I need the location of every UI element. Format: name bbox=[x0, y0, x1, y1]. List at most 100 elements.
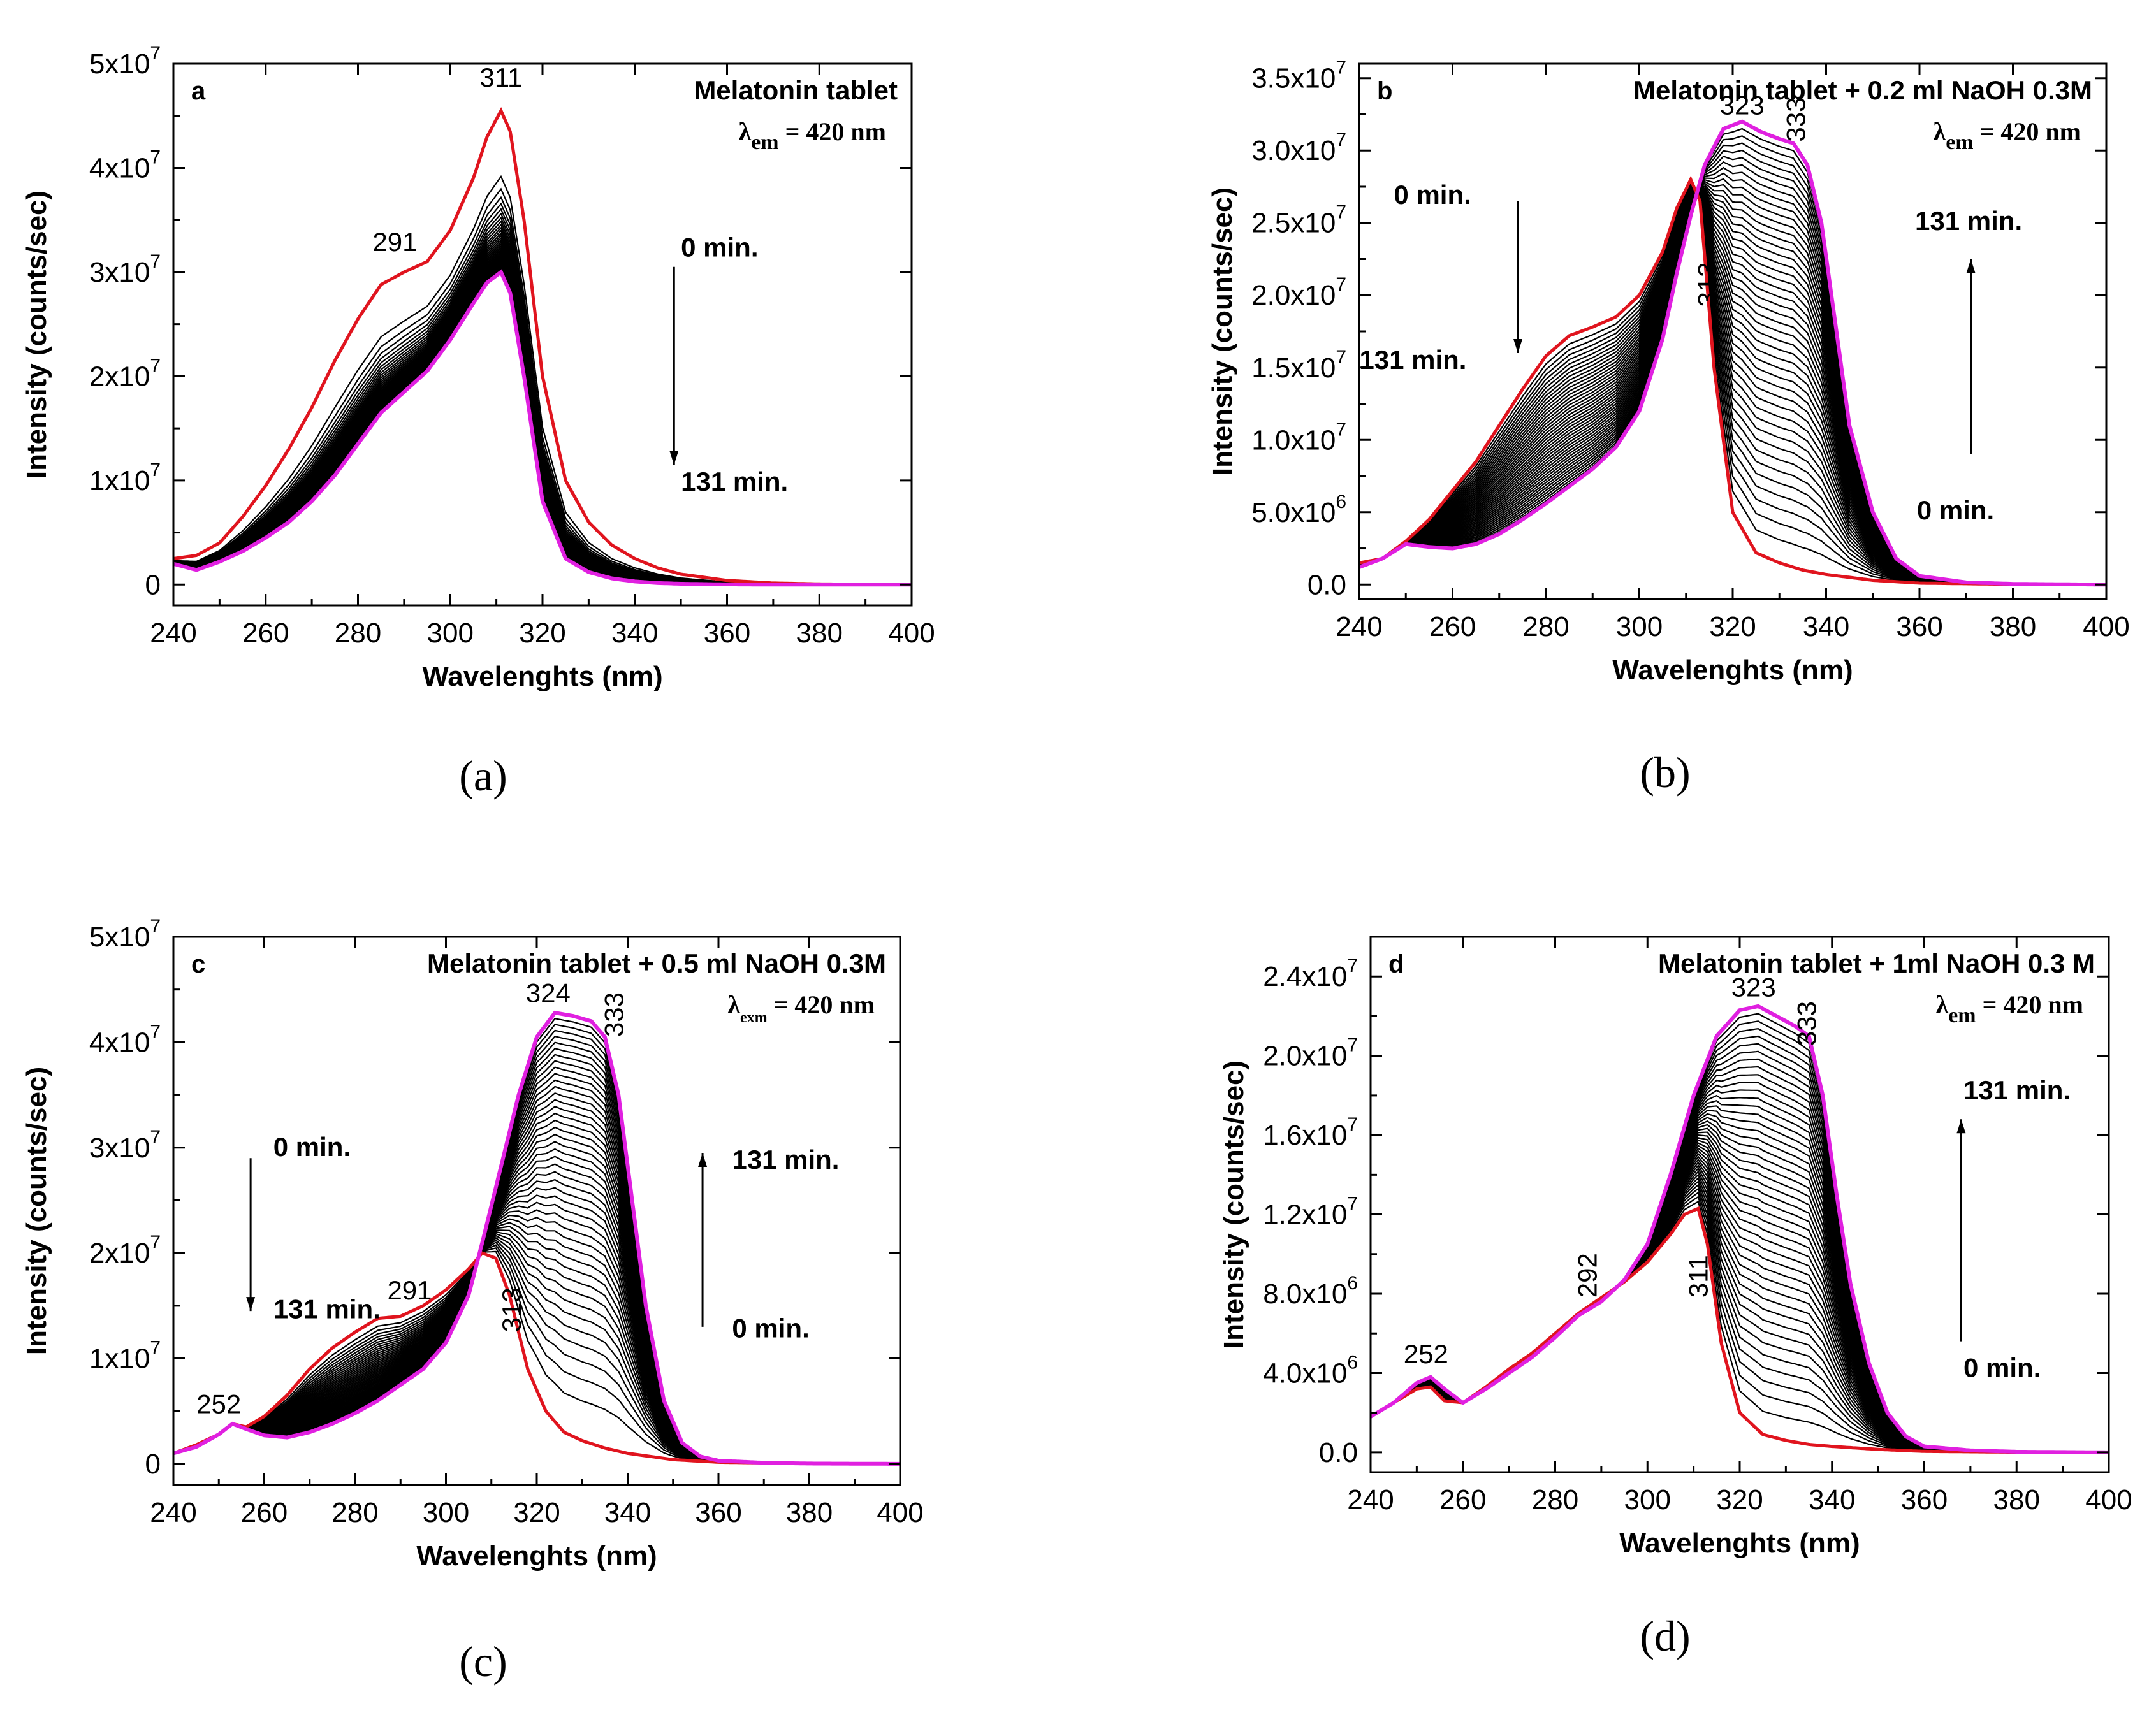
y-tick-label: 0.0 bbox=[1319, 1437, 1358, 1468]
y-tick-mantissa: 1.2x10 bbox=[1263, 1199, 1347, 1231]
y-axis-title: Intensity (counts/sec) bbox=[21, 1067, 52, 1355]
lambda-subscript: exm bbox=[740, 1009, 768, 1026]
x-tick-label: 360 bbox=[1896, 611, 1942, 642]
x-tick-label: 260 bbox=[1439, 1484, 1486, 1516]
final-curve bbox=[173, 269, 912, 587]
y-tick-label: 3.0x107 bbox=[1251, 129, 1346, 166]
y-tick-exponent: 6 bbox=[1347, 1273, 1358, 1294]
intermediate-curve bbox=[173, 250, 912, 586]
peak-label: 323 bbox=[1731, 972, 1776, 1002]
intermediate-curve bbox=[1371, 1145, 2109, 1453]
peak-label: 252 bbox=[196, 1389, 241, 1419]
y-tick-label: 0 bbox=[145, 1449, 161, 1480]
y-tick-mantissa: 3x10 bbox=[89, 257, 150, 288]
intermediate-curve bbox=[173, 255, 912, 586]
y-tick-label: 8.0x106 bbox=[1263, 1273, 1358, 1310]
lambda-subscript: em bbox=[751, 131, 778, 154]
y-tick-mantissa: 5.0x10 bbox=[1251, 497, 1336, 528]
y-tick-mantissa: 8.0x10 bbox=[1263, 1278, 1347, 1310]
y-tick-mantissa: 3.5x10 bbox=[1251, 63, 1336, 94]
chart-panel-a: 240 260 280 300 320 340 360 380 40001x1072x1073x… bbox=[21, 43, 935, 800]
chart-title: Melatonin tablet + 0.5 ml NaOH 0.3M bbox=[427, 948, 886, 978]
y-tick-exponent: 6 bbox=[1336, 491, 1346, 512]
y-axis-title: Intensity (counts/sec) bbox=[1218, 1060, 1249, 1349]
peak-label: 291 bbox=[372, 227, 417, 257]
trend-arrow-head bbox=[1966, 259, 1976, 273]
y-tick-exponent: 7 bbox=[1336, 274, 1346, 295]
intermediate-curve bbox=[173, 241, 912, 586]
x-tick-label: 340 bbox=[604, 1497, 651, 1528]
excitation-wavelength: λem = 420 nm bbox=[739, 117, 886, 154]
x-tick-label: 380 bbox=[1993, 1484, 2040, 1516]
y-tick-mantissa: 0.0 bbox=[1307, 569, 1346, 600]
x-tick-label: 240 bbox=[150, 1497, 196, 1528]
y-tick-label: 5.0x106 bbox=[1251, 491, 1346, 528]
x-tick-label: 320 bbox=[513, 1497, 560, 1528]
lambda-symbol: λ bbox=[727, 990, 740, 1019]
y-tick-label: 1.5x107 bbox=[1251, 347, 1346, 384]
y-tick-exponent: 7 bbox=[150, 355, 161, 376]
curve-group bbox=[173, 106, 912, 587]
y-tick-mantissa: 2.0x10 bbox=[1251, 280, 1336, 311]
x-tick-label: 340 bbox=[611, 618, 658, 649]
lambda-subscript: em bbox=[1948, 1004, 1976, 1027]
intermediate-curve bbox=[173, 243, 912, 586]
excitation-wavelength: λem = 420 nm bbox=[1934, 117, 2081, 154]
y-tick-label: 2x107 bbox=[89, 355, 161, 392]
intermediate-curve bbox=[173, 220, 912, 586]
x-axis-title: Wavelenghts (nm) bbox=[1612, 655, 1853, 686]
y-tick-exponent: 7 bbox=[150, 1232, 161, 1253]
intermediate-curve bbox=[173, 239, 912, 586]
intermediate-curve bbox=[173, 229, 912, 586]
y-tick-exponent: 7 bbox=[1336, 202, 1346, 223]
x-tick-label: 300 bbox=[427, 618, 474, 649]
lambda-value: = 420 nm bbox=[1976, 990, 2083, 1019]
x-tick-label: 300 bbox=[1616, 611, 1663, 642]
x-tick-label: 240 bbox=[1336, 611, 1382, 642]
y-tick-label: 3.5x107 bbox=[1251, 57, 1346, 94]
intermediate-curve bbox=[1371, 1120, 2109, 1453]
y-tick-label: 2.0x107 bbox=[1251, 274, 1346, 311]
intermediate-curve bbox=[173, 212, 912, 586]
intermediate-curve bbox=[1371, 1099, 2109, 1453]
y-tick-label: 2.0x107 bbox=[1263, 1035, 1358, 1072]
y-tick-exponent: 7 bbox=[150, 1021, 161, 1042]
y-tick-label: 0.0 bbox=[1307, 569, 1346, 600]
x-tick-label: 400 bbox=[2083, 611, 2129, 642]
y-tick-exponent: 7 bbox=[150, 1127, 161, 1148]
x-tick-label: 360 bbox=[695, 1497, 741, 1528]
y-tick-mantissa: 1.0x10 bbox=[1251, 424, 1336, 456]
x-tick-label: 300 bbox=[423, 1497, 469, 1528]
chart-title: Melatonin tablet + 0.2 ml NaOH 0.3M bbox=[1633, 75, 2092, 105]
peak-label: 313 bbox=[497, 1287, 527, 1332]
x-tick-label: 340 bbox=[1809, 1484, 1855, 1516]
y-tick-mantissa: 5x10 bbox=[89, 48, 150, 80]
y-tick-mantissa: 2x10 bbox=[89, 1238, 150, 1269]
x-tick-label: 280 bbox=[331, 1497, 378, 1528]
y-tick-mantissa: 1.6x10 bbox=[1263, 1120, 1347, 1151]
lambda-value: = 420 nm bbox=[768, 990, 875, 1019]
x-axis-title: Wavelenghts (nm) bbox=[416, 1540, 657, 1572]
x-tick-label: 400 bbox=[877, 1497, 923, 1528]
lambda-symbol: λ bbox=[739, 117, 752, 146]
y-tick-mantissa: 1x10 bbox=[89, 1343, 150, 1375]
x-tick-label: 260 bbox=[242, 618, 289, 649]
intermediate-curve bbox=[173, 249, 912, 586]
chart-panel-c: 240 260 280 300 320 340 360 380 40001x1072x1073x… bbox=[21, 916, 924, 1686]
curve-group bbox=[1359, 119, 2106, 587]
peak-label: 311 bbox=[1683, 1255, 1713, 1298]
y-tick-label: 1.2x107 bbox=[1263, 1194, 1358, 1231]
y-tick-label: 1.0x107 bbox=[1251, 419, 1346, 456]
y-tick-label: 1x107 bbox=[89, 1338, 161, 1375]
time-label: 0 min. bbox=[681, 232, 758, 262]
intermediate-curve bbox=[173, 257, 912, 586]
peak-label: 324 bbox=[526, 978, 571, 1008]
chart-panel-d: 240 260 280 300 320 340 360 380 4000.04.0x1068.0… bbox=[1218, 936, 2132, 1660]
y-tick-exponent: 7 bbox=[1347, 1114, 1358, 1135]
time-label: 131 min. bbox=[1915, 206, 2022, 236]
y-tick-exponent: 7 bbox=[1336, 347, 1346, 368]
x-tick-label: 320 bbox=[519, 618, 565, 649]
y-tick-exponent: 7 bbox=[1347, 1035, 1358, 1056]
y-tick-mantissa: 1x10 bbox=[89, 465, 150, 496]
